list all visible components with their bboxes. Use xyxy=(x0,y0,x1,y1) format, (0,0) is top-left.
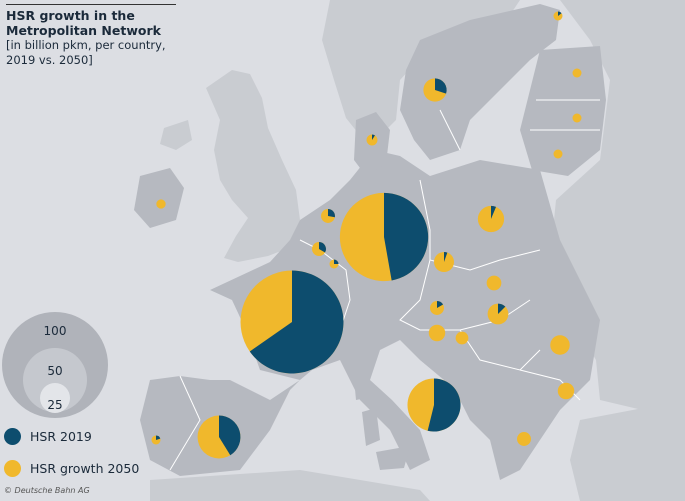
legend-item-hsr-2019: HSR 2019 xyxy=(4,428,139,445)
pie-slice-growth-2050-ireland xyxy=(156,199,166,209)
pie-greece xyxy=(517,432,531,446)
pie-slice-growth-2050-romania xyxy=(550,335,570,355)
size-legend: 100 50 25 xyxy=(2,312,108,418)
network-countries xyxy=(134,4,606,480)
legend-swatch-hsr-2019 xyxy=(4,428,21,445)
pie-slice-growth-2050-estonia xyxy=(572,68,582,78)
pie-slice-hsr-2019-netherlands xyxy=(328,209,335,218)
pie-croatia xyxy=(457,333,467,343)
pie-slice-hsr-2019-france xyxy=(249,270,344,374)
land-shape-sicily xyxy=(376,446,410,470)
land-shape-ireland xyxy=(134,168,184,228)
pie-slice-growth-2050-croatia xyxy=(457,333,467,343)
size-legend-circle-25 xyxy=(40,383,70,413)
pie-bulgaria xyxy=(557,382,575,400)
pie-ireland xyxy=(156,199,166,209)
pie-austria xyxy=(487,303,509,325)
pie-netherlands xyxy=(321,209,335,223)
pie-slovakia xyxy=(486,275,502,291)
pie-estonia xyxy=(572,68,582,78)
map-subtitle-line-1: [in billion pkm, per country, xyxy=(6,38,166,52)
title-block: HSR growth in the Metropolitan Network [… xyxy=(6,4,176,68)
pie-spain xyxy=(197,415,241,459)
pie-slice-hsr-2019-italy xyxy=(427,378,461,432)
pie-slice-growth-2050-hungary xyxy=(428,324,446,342)
pie-slice-hsr-2019-germany xyxy=(384,192,429,281)
land-shape-sweden-finland xyxy=(400,4,560,160)
pie-layer xyxy=(151,11,582,459)
pie-slice-hsr-2019-finland xyxy=(558,11,562,16)
pie-latvia xyxy=(572,113,582,123)
pie-slice-hsr-2019-belgium xyxy=(319,242,326,253)
pie-finland xyxy=(553,11,563,21)
pie-switzerland xyxy=(430,301,444,315)
pie-lithuania xyxy=(553,149,563,159)
legend-label-hsr-2019: HSR 2019 xyxy=(30,429,92,444)
pie-czech-republic xyxy=(433,251,455,273)
pie-slice-hsr-2019-denmark xyxy=(372,134,375,140)
pie-slice-hsr-2019-austria xyxy=(498,303,506,314)
pie-germany xyxy=(339,192,429,282)
land-shape-africa xyxy=(150,470,430,501)
land-shape-baltics xyxy=(520,46,606,176)
pie-belgium xyxy=(312,242,326,256)
pie-slice-hsr-2019-portugal xyxy=(156,435,161,440)
pie-slice-growth-2050-greece xyxy=(517,432,531,446)
border-line xyxy=(459,329,541,371)
size-legend-label-100: 100 xyxy=(44,324,67,338)
pie-slice-hsr-2019-switzerland xyxy=(437,301,444,308)
land-shape-uk xyxy=(206,70,300,262)
legend-label-hsr-growth-2050: HSR growth 2050 xyxy=(30,461,140,476)
size-legend-circle-50 xyxy=(23,348,87,412)
land-shape-continent xyxy=(140,150,600,480)
pie-slice-growth-2050-latvia xyxy=(572,113,582,123)
pie-slice-hsr-2019-czech-republic xyxy=(444,251,448,262)
pie-poland xyxy=(477,205,505,233)
pie-sweden xyxy=(423,78,447,102)
pie-slice-hsr-2019-luxembourg xyxy=(334,259,339,264)
pie-slice-hsr-2019-sweden xyxy=(435,78,447,94)
land-shape-corsica xyxy=(354,372,366,400)
pie-portugal xyxy=(151,435,161,445)
legend-item-hsr-growth-2050: HSR growth 2050 xyxy=(4,460,139,477)
copyright-credit: © Deutsche Bahn AG xyxy=(4,486,90,495)
pie-slice-hsr-2019-poland xyxy=(491,205,497,219)
pie-romania xyxy=(550,335,570,355)
land-shape-iceland xyxy=(160,120,192,150)
border-line xyxy=(439,109,461,151)
land-shape-turkey xyxy=(570,400,685,501)
pie-hungary xyxy=(428,324,446,342)
map-subtitle-line-2: 2019 vs. 2050] xyxy=(6,53,93,67)
pie-italy xyxy=(407,378,461,432)
land-shape-sardinia xyxy=(362,408,380,446)
pie-slice-growth-2050-lithuania xyxy=(553,149,563,159)
size-legend-label-50: 50 xyxy=(47,364,62,378)
pie-france xyxy=(240,270,344,374)
color-legend: HSR 2019 HSR growth 2050 xyxy=(4,428,139,492)
pie-denmark xyxy=(366,134,378,146)
pie-slice-hsr-2019-spain xyxy=(219,415,241,456)
pie-luxembourg xyxy=(329,259,339,269)
pie-slice-growth-2050-bulgaria xyxy=(557,382,575,400)
pie-slice-growth-2050-slovakia xyxy=(486,275,502,291)
border-line xyxy=(169,375,201,471)
map-title: HSR growth in the Metropolitan Network xyxy=(6,8,161,38)
size-legend-label-25: 25 xyxy=(47,398,62,412)
legend-swatch-hsr-growth-2050 xyxy=(4,460,21,477)
